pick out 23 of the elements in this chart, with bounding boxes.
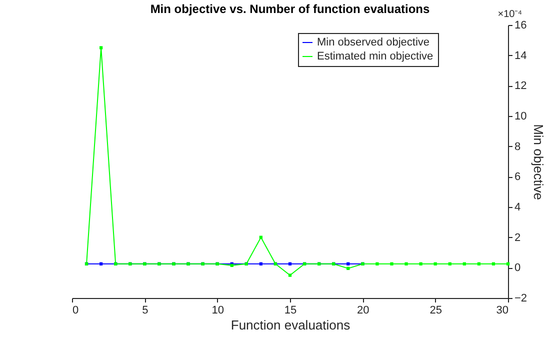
y-axis-title: Min objective: [531, 124, 546, 200]
y-tick-label: 16: [514, 20, 527, 32]
y-tick-label: 14: [514, 50, 527, 62]
x-tick-label: 10: [212, 304, 224, 316]
y-tick-label: 8: [514, 140, 521, 153]
y-tick-label: 6: [514, 171, 521, 184]
y-tick-label: 4: [514, 202, 521, 214]
text: ×10⁻⁴: [498, 9, 522, 20]
y-tick-label: −2: [514, 292, 528, 304]
x-tick-label: 5: [142, 304, 148, 316]
y-tick-label: 12: [514, 80, 527, 92]
chart-title: Min objective vs. Number of function evaluations: [150, 2, 430, 16]
legend-label: Min observed objective: [317, 36, 430, 48]
legend-label: Estimated min objective: [317, 50, 434, 62]
y-tick-label: 0: [514, 262, 521, 274]
x-tick-label: 15: [284, 304, 297, 316]
x-tick-label: 0: [72, 304, 79, 316]
x-axis-title: Function evaluations: [230, 318, 351, 332]
y-tick-label: 10: [514, 110, 527, 122]
x-tick-label: 25: [430, 304, 442, 316]
x-tick-label: 30: [496, 304, 508, 316]
x-tick-label: 20: [357, 304, 370, 316]
y-tick-label: 2: [514, 232, 521, 244]
